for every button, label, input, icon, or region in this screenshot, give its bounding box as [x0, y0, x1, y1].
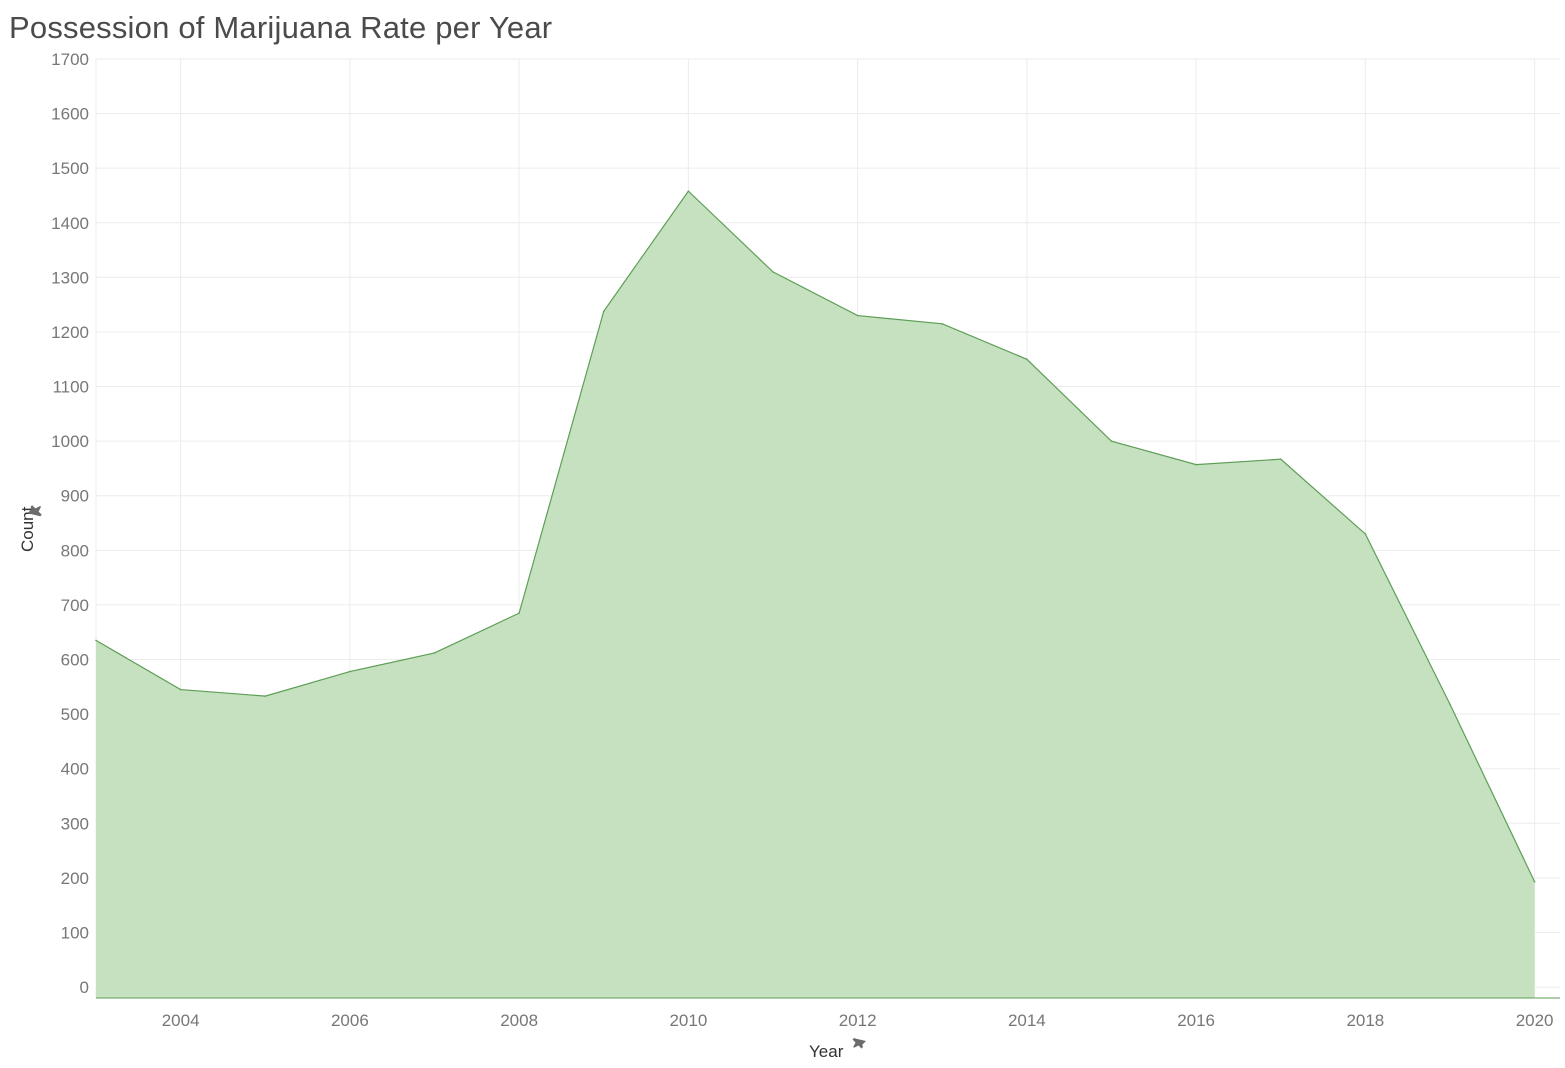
x-axis: 2004 2006 2008 2010 2012 2014 2016 2018 2020 [162, 1011, 1554, 1030]
y-tick-label: 1200 [51, 323, 89, 342]
x-axis-title: Year [809, 1042, 844, 1061]
y-tick-label: 0 [80, 978, 89, 997]
y-axis-title-group: Count [18, 505, 42, 552]
y-tick-label: 1000 [51, 432, 89, 451]
data-point [1026, 358, 1028, 361]
y-tick-label: 800 [61, 541, 89, 560]
data-point [518, 612, 520, 614]
data-point [1279, 458, 1282, 460]
x-axis-title-group: Year [809, 1038, 866, 1061]
y-tick-label: 100 [61, 923, 89, 942]
y-tick-label: 200 [61, 869, 89, 888]
y-tick-label: 600 [61, 651, 89, 670]
x-tick-label: 2010 [669, 1011, 707, 1030]
x-tick-label: 2004 [162, 1011, 200, 1030]
y-tick-label: 500 [61, 705, 89, 724]
x-tick-label: 2012 [839, 1011, 877, 1030]
y-tick-label: 1400 [51, 214, 89, 233]
pin-icon [852, 1038, 866, 1049]
data-point [433, 652, 436, 654]
y-tick-label: 300 [61, 814, 89, 833]
data-point [95, 639, 97, 642]
data-point [1195, 463, 1197, 466]
pin-icon [27, 505, 42, 517]
area-series [95, 190, 1560, 999]
x-tick-label: 2018 [1346, 1011, 1384, 1030]
x-tick-label: 2014 [1008, 1011, 1046, 1030]
y-tick-label: 700 [61, 596, 89, 615]
y-tick-label: 1300 [51, 268, 89, 287]
y-tick-label: 1500 [51, 159, 89, 178]
data-point [264, 695, 267, 697]
data-point [349, 670, 351, 673]
area-line [95, 190, 1536, 882]
y-tick-label: 400 [61, 760, 89, 779]
data-point [941, 322, 944, 325]
data-point [856, 314, 859, 317]
data-point [772, 271, 774, 273]
y-axis-title: Count [18, 506, 37, 552]
data-point [687, 190, 690, 192]
data-point [1449, 703, 1451, 706]
y-tick-label: 1700 [51, 50, 89, 69]
y-tick-label: 900 [61, 487, 89, 506]
x-tick-label: 2008 [500, 1011, 538, 1030]
data-point [1110, 440, 1113, 442]
area-fill [96, 191, 1535, 998]
data-point [602, 310, 605, 313]
chart-title: Possession of Marijuana Rate per Year [9, 10, 553, 45]
data-point [179, 688, 182, 691]
x-tick-label: 2020 [1516, 1011, 1554, 1030]
data-point [1533, 880, 1536, 883]
x-tick-label: 2016 [1177, 1011, 1215, 1030]
y-axis: 0 100 200 300 400 500 600 700 800 900 1000 1100 1200… [51, 50, 89, 997]
x-tick-label: 2006 [331, 1011, 369, 1030]
y-tick-label: 1600 [51, 105, 89, 124]
data-point [1364, 533, 1367, 535]
y-tick-label: 1100 [52, 378, 89, 397]
